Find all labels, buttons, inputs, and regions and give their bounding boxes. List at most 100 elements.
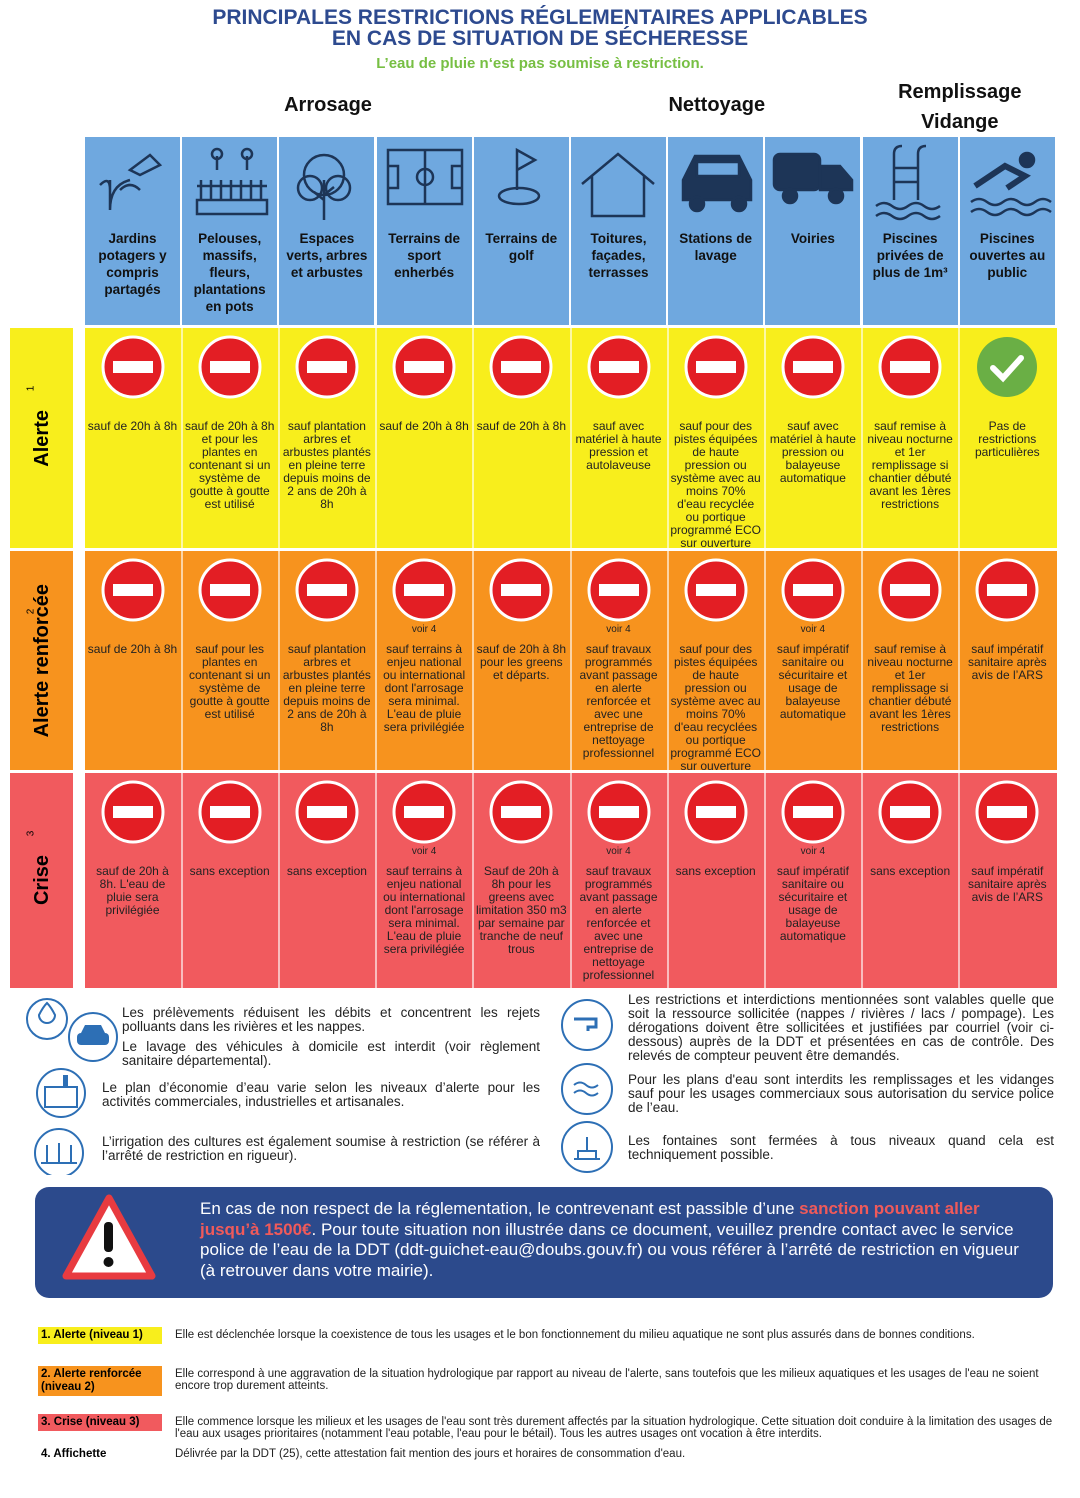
cell-text: sauf de 20h à 8h (87, 642, 178, 656)
cell-text: sauf pour les plantes en contenant si un… (188, 642, 271, 721)
cell-text: sauf impératif sanitaire après avis de l… (967, 864, 1047, 904)
legend-label: 1. Alerte (niveau 1) (38, 1327, 162, 1344)
forbidden-icon (295, 335, 359, 399)
info-icons-left (26, 998, 118, 1175)
cell-divider (277, 328, 280, 548)
cell-text: sauf travaux programmés avant passage en… (579, 864, 658, 982)
cell-divider (861, 773, 864, 988)
cell-divider (180, 551, 183, 770)
forbidden-icon (781, 335, 845, 399)
group-label: Arrosage (284, 94, 372, 116)
cell-divider (569, 773, 572, 988)
cell-divider (375, 773, 378, 988)
legend-label: 4. Affichette (41, 1448, 107, 1460)
column-label: Piscines privées de plus de 1m³ (872, 231, 948, 280)
column-icon (99, 153, 163, 211)
column-icon (297, 153, 352, 220)
forbidden-icon (489, 558, 553, 622)
forbidden-icon (684, 780, 748, 844)
level-name: Alerte renforcée (10, 551, 73, 770)
column-header (182, 137, 278, 325)
warning-part: En cas de non respect de la réglementati… (200, 1199, 800, 1218)
cell-text: sauf impératif sanitaire ou sécuritaire … (776, 642, 849, 721)
level-name-text: Alerte (30, 409, 53, 467)
cell-text: sauf de 20h à 8h (476, 419, 566, 433)
cell-divider (763, 328, 766, 548)
info-text: Les prélèvements réduisent les débits et… (122, 1005, 540, 1034)
column-label: Espaces verts, arbres et arbustes (286, 231, 368, 280)
cell-text: Pas de restrictions particulières (974, 419, 1040, 459)
column-label: Pelouses, massifs, fleurs, plantations e… (193, 231, 266, 314)
column-label: Stations de lavage (679, 231, 753, 263)
cell-divider (958, 328, 961, 548)
title: EN CAS DE SITUATION DE SÉCHERESSE (331, 27, 749, 50)
forbidden-icon (684, 558, 748, 622)
column-label: Jardins potagers y compris partagés (98, 231, 167, 297)
column-icon (195, 147, 269, 216)
forbidden-icon (198, 558, 262, 622)
cell-text: sauf impératif sanitaire après avis de l… (967, 642, 1047, 682)
forbidden-icon (489, 335, 553, 399)
legend-text: Elle correspond à une aggravation de la … (175, 1368, 1039, 1392)
forbidden-icon (101, 335, 164, 399)
cell-text: sauf de 20h à 8h (87, 419, 178, 433)
column-label: Piscines ouvertes au public (969, 231, 1046, 280)
level-number: 1 (25, 385, 37, 392)
group-label: Remplissage Vidange (898, 81, 1022, 133)
cell-text: sauf remise à niveau nocturne et 1er rem… (867, 419, 953, 511)
forbidden-icon (392, 558, 456, 622)
cell-note: voir 4 (411, 846, 437, 857)
cell-divider (763, 551, 766, 770)
cell-text: sauf de 20h à 8h pour les greens et dépa… (476, 642, 566, 682)
warning-part: . Pour toute situation non illustrée dan… (200, 1219, 1019, 1280)
level-number: 2 (25, 608, 37, 615)
info-text: Le lavage des véhicules à domicile est i… (122, 1039, 540, 1068)
cell-divider (569, 551, 572, 770)
cell-text: sauf avec matériel à haute pression ou b… (769, 419, 856, 485)
forbidden-icon (295, 780, 359, 844)
warning-text: En cas de non respect de la réglementati… (200, 1199, 1020, 1281)
info-text: Pour les plans d'eau sont interdits les … (628, 1072, 1054, 1115)
level-label (10, 551, 73, 770)
forbidden-icon (587, 335, 650, 399)
forbidden-icon (587, 558, 650, 622)
warning-highlight: sanction pouvant aller jusqu’à 1500€ (200, 1199, 980, 1239)
cell-note: voir 4 (411, 624, 437, 635)
forbidden-icon (101, 780, 164, 844)
forbidden-icon (295, 558, 359, 622)
cell-note: voir 4 (606, 624, 631, 635)
level-name-text: Alerte renforcée (30, 583, 53, 738)
cell-text: sans exception (286, 864, 367, 878)
info-icons-right (561, 999, 613, 1173)
cell-text: Sauf de 20h à 8h pour les greens avec li… (475, 864, 567, 956)
forbidden-icon (392, 335, 456, 399)
cell-text: sauf pour des pistes équipées de haute p… (670, 419, 762, 563)
info-text: L’irrigation des cultures est également … (102, 1134, 540, 1163)
cell-divider (472, 773, 475, 988)
level-name: Alerte (10, 328, 73, 548)
forbidden-icon (198, 335, 262, 399)
forbidden-icon (975, 558, 1039, 622)
legend-text: Elle est déclenchée lorsque la coexisten… (175, 1329, 975, 1341)
cell-text: sauf de 20h à 8h (379, 419, 469, 433)
column-icon (581, 152, 655, 218)
cell-text: sauf impératif sanitaire ou sécuritaire … (776, 864, 849, 943)
info-text: Les fontaines sont fermées à tous niveau… (628, 1133, 1054, 1162)
cell-divider (666, 773, 669, 988)
level-label (10, 328, 73, 548)
cell-divider (180, 328, 183, 548)
cell-divider (180, 773, 183, 988)
cell-text: sans exception (870, 864, 951, 878)
cell-divider (277, 773, 280, 988)
cell-divider (958, 773, 961, 988)
column-icon (874, 144, 941, 221)
group-label: Nettoyage (668, 94, 766, 116)
forbidden-icon (878, 335, 942, 399)
cell-divider (472, 551, 475, 770)
warning-box (35, 1187, 1053, 1298)
column-header (571, 137, 666, 325)
forbidden-icon (878, 780, 942, 844)
cell-divider (375, 328, 378, 548)
info-text: Les restrictions et interdictions mentio… (628, 992, 1054, 1063)
